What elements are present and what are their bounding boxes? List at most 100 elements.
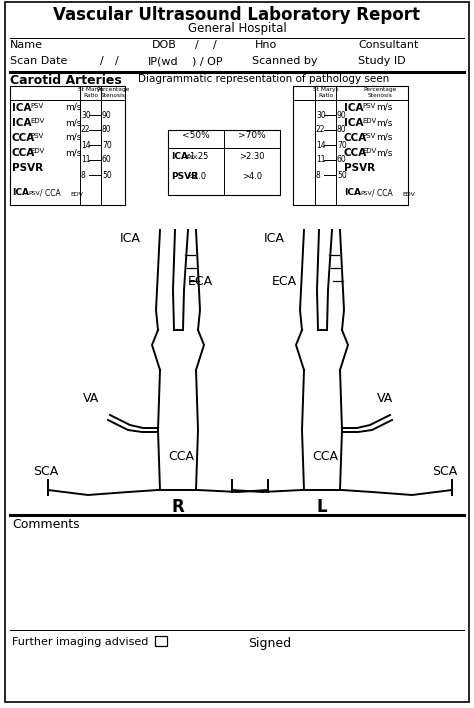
Text: PSV: PSV xyxy=(30,103,43,109)
Text: CCA: CCA xyxy=(344,148,367,158)
Text: >70%: >70% xyxy=(238,131,266,140)
Text: 60: 60 xyxy=(102,156,112,164)
Text: General Hospital: General Hospital xyxy=(188,22,286,35)
Text: 80: 80 xyxy=(337,125,346,135)
Text: EDV: EDV xyxy=(30,148,44,154)
Text: /: / xyxy=(213,40,217,50)
Text: CCA: CCA xyxy=(168,450,194,463)
Text: 70: 70 xyxy=(102,140,112,149)
Text: /: / xyxy=(100,56,104,66)
Text: / CCA: / CCA xyxy=(40,188,61,197)
Text: St Marys
Ratio: St Marys Ratio xyxy=(313,87,338,98)
Text: PSV: PSV xyxy=(30,133,43,139)
Text: m/s: m/s xyxy=(65,118,82,127)
Text: m/s: m/s xyxy=(376,133,392,142)
Text: CCA: CCA xyxy=(12,148,35,158)
Text: 8: 8 xyxy=(81,171,86,180)
Text: PSVR: PSVR xyxy=(344,163,375,173)
Text: IP(wd: IP(wd xyxy=(148,56,179,66)
Text: 14: 14 xyxy=(81,140,91,149)
Text: ICA: ICA xyxy=(12,188,29,197)
Text: / CCA: / CCA xyxy=(372,188,393,197)
Text: CCA: CCA xyxy=(312,450,338,463)
Text: >4.0: >4.0 xyxy=(242,172,262,181)
Text: SCA: SCA xyxy=(33,465,58,478)
Text: ICA: ICA xyxy=(344,103,364,113)
Text: EDV: EDV xyxy=(70,192,83,197)
Text: EDV: EDV xyxy=(362,148,376,154)
Text: Study ID: Study ID xyxy=(358,56,406,66)
Text: 90: 90 xyxy=(102,110,112,120)
Text: Vascular Ultrasound Laboratory Report: Vascular Ultrasound Laboratory Report xyxy=(54,6,420,24)
Text: EDV: EDV xyxy=(30,118,44,124)
Text: <1.25: <1.25 xyxy=(183,152,209,161)
Text: PSV: PSV xyxy=(360,191,372,196)
Text: Consultant: Consultant xyxy=(358,40,419,50)
Text: <50%: <50% xyxy=(182,131,210,140)
Text: ECA: ECA xyxy=(272,275,297,288)
Text: Name: Name xyxy=(10,40,43,50)
Text: Hno: Hno xyxy=(255,40,277,50)
Text: Further imaging advised: Further imaging advised xyxy=(12,637,148,647)
Text: 14: 14 xyxy=(316,140,326,149)
Text: m/s: m/s xyxy=(376,118,392,127)
Text: Comments: Comments xyxy=(12,518,80,531)
Text: 11: 11 xyxy=(81,156,91,164)
Text: psv: psv xyxy=(186,154,197,159)
Text: Carotid Arteries: Carotid Arteries xyxy=(10,74,122,87)
Text: PSV: PSV xyxy=(28,191,40,196)
Text: St Marys
Ratio: St Marys Ratio xyxy=(78,87,103,98)
Text: SCA: SCA xyxy=(432,465,457,478)
Text: 22: 22 xyxy=(316,125,326,135)
Text: ICA: ICA xyxy=(344,118,364,128)
Text: PSVR: PSVR xyxy=(171,172,198,181)
Text: >2.30: >2.30 xyxy=(239,152,265,161)
FancyBboxPatch shape xyxy=(10,86,125,205)
Text: 22: 22 xyxy=(81,125,91,135)
Text: ECA: ECA xyxy=(188,275,213,288)
Text: 50: 50 xyxy=(337,171,347,180)
Text: R: R xyxy=(172,498,184,516)
FancyBboxPatch shape xyxy=(168,130,280,195)
Text: Scanned by: Scanned by xyxy=(252,56,318,66)
Text: CCA: CCA xyxy=(12,133,35,143)
Text: 50: 50 xyxy=(102,171,112,180)
Text: PSV: PSV xyxy=(362,103,375,109)
Text: Percentage
Stenosis: Percentage Stenosis xyxy=(96,87,130,98)
Text: ) / OP: ) / OP xyxy=(192,56,223,66)
Text: m/s: m/s xyxy=(65,133,82,142)
Text: Signed: Signed xyxy=(248,637,291,650)
Text: 11: 11 xyxy=(316,156,326,164)
Text: 80: 80 xyxy=(102,125,111,135)
Text: ICA: ICA xyxy=(120,232,141,245)
Text: 8: 8 xyxy=(316,171,321,180)
Text: m/s: m/s xyxy=(65,148,82,157)
Text: m/s: m/s xyxy=(65,103,82,112)
FancyBboxPatch shape xyxy=(155,636,167,646)
Text: ICA: ICA xyxy=(12,103,31,113)
Text: Percentage
Stenosis: Percentage Stenosis xyxy=(363,87,397,98)
Text: <2.0: <2.0 xyxy=(186,172,206,181)
Text: /: / xyxy=(195,40,199,50)
Text: PSV: PSV xyxy=(362,133,375,139)
Text: ICA: ICA xyxy=(12,118,31,128)
Text: /: / xyxy=(115,56,119,66)
Text: m/s: m/s xyxy=(376,148,392,157)
Text: Scan Date: Scan Date xyxy=(10,56,67,66)
Text: m/s: m/s xyxy=(376,103,392,112)
Text: ICA: ICA xyxy=(264,232,285,245)
Text: VA: VA xyxy=(377,392,393,405)
Text: 30: 30 xyxy=(81,110,91,120)
Text: 90: 90 xyxy=(337,110,347,120)
Text: ICA: ICA xyxy=(171,152,188,161)
Text: EDV: EDV xyxy=(362,118,376,124)
Text: Diagrammatic representation of pathology seen: Diagrammatic representation of pathology… xyxy=(138,74,389,84)
Text: L: L xyxy=(317,498,328,516)
Text: DOB: DOB xyxy=(152,40,177,50)
Text: CCA: CCA xyxy=(344,133,367,143)
Text: EDV: EDV xyxy=(402,192,415,197)
Text: ICA: ICA xyxy=(344,188,361,197)
FancyBboxPatch shape xyxy=(293,86,408,205)
Text: 60: 60 xyxy=(337,156,347,164)
Text: VA: VA xyxy=(83,392,99,405)
